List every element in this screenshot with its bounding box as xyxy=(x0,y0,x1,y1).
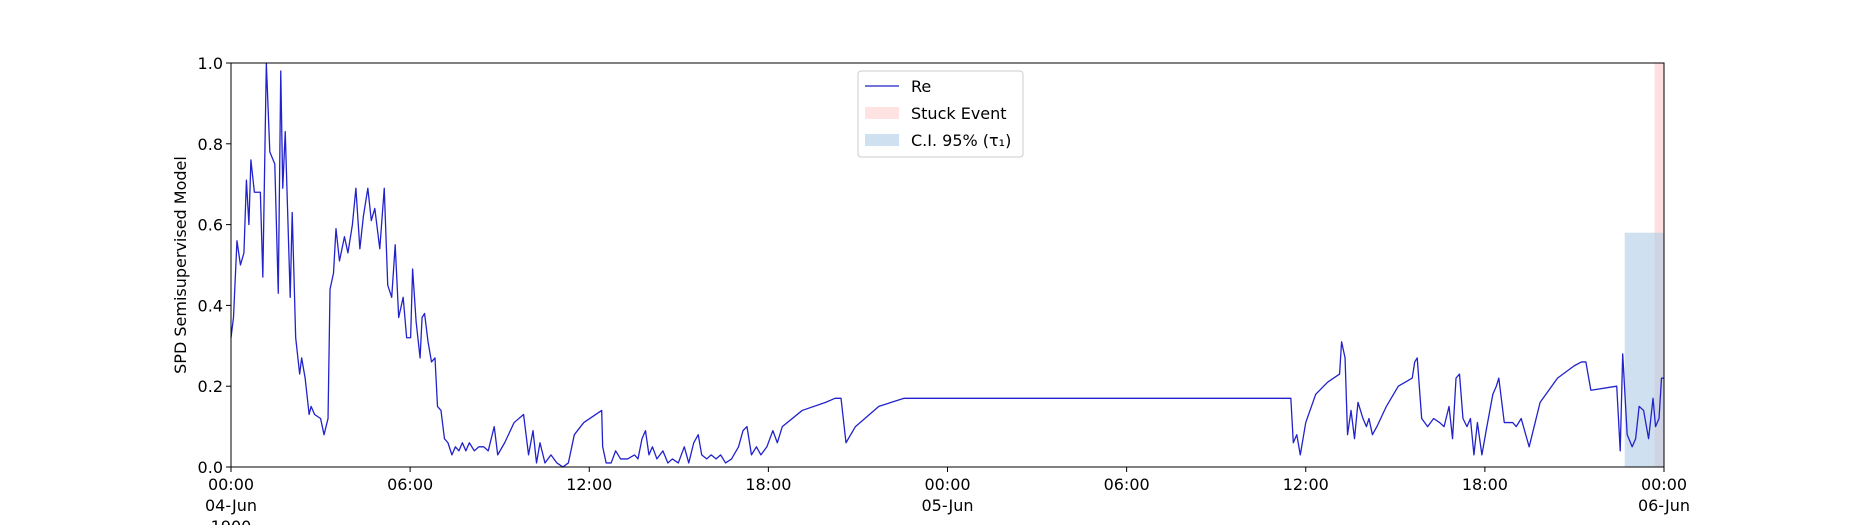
legend-label: Stuck Event xyxy=(911,104,1007,123)
y-tick-label: 0.6 xyxy=(198,216,223,235)
y-tick-label: 0.8 xyxy=(198,135,223,154)
y-tick-label: 0.0 xyxy=(198,458,223,477)
data-line xyxy=(230,62,1664,468)
x-tick-label: 18:00 xyxy=(745,475,791,494)
x-tick-label: 06:00 xyxy=(387,475,433,494)
shaded-region xyxy=(1624,232,1664,467)
legend-label: C.I. 95% (τ₁) xyxy=(911,131,1011,150)
y-axis-label: SPD Semisupervised Model xyxy=(171,156,190,374)
legend-patch xyxy=(865,134,899,146)
x-tick-label: 18:00 xyxy=(1462,475,1508,494)
x-tick-label: 12:00 xyxy=(1283,475,1329,494)
legend-box xyxy=(857,70,1024,158)
y-tick-label: 0.2 xyxy=(198,377,223,396)
legend: Re Stuck Event C.I. 95% (τ₁) xyxy=(857,70,1024,158)
x-tick-label: 00:00 06-Jun xyxy=(1638,475,1690,515)
legend-patch xyxy=(865,107,899,119)
x-tick-label: 12:00 xyxy=(566,475,612,494)
x-tick-label: 00:00 05-Jun xyxy=(921,475,973,515)
x-tick-label: 06:00 xyxy=(1104,475,1150,494)
y-tick-label: 0.4 xyxy=(198,296,223,315)
legend-label: Re xyxy=(911,77,931,96)
y-tick-label: 1.0 xyxy=(198,54,223,73)
